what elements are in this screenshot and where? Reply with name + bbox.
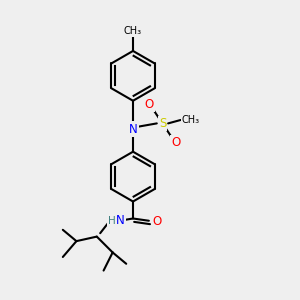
Text: S: S bbox=[159, 117, 166, 130]
Text: O: O bbox=[152, 215, 161, 228]
Text: N: N bbox=[129, 123, 137, 136]
Text: O: O bbox=[171, 136, 181, 149]
Text: N: N bbox=[116, 214, 125, 227]
Text: O: O bbox=[144, 98, 154, 111]
Text: H: H bbox=[108, 216, 116, 226]
Text: CH₃: CH₃ bbox=[182, 115, 200, 125]
Text: CH₃: CH₃ bbox=[124, 26, 142, 36]
